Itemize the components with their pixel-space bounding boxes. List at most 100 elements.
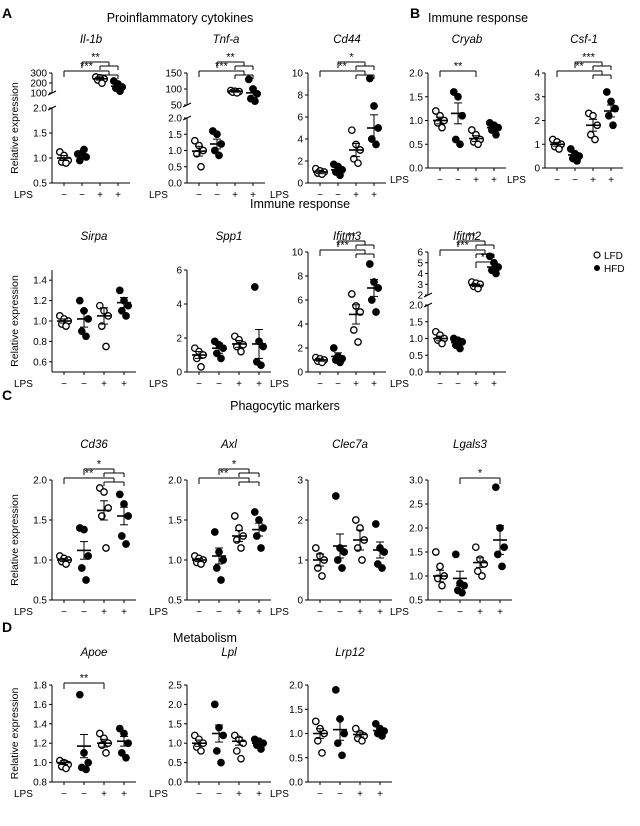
lps-tick-label: − (455, 379, 461, 390)
lps-tick-label: + (357, 607, 363, 618)
lps-tick-label: + (121, 789, 127, 800)
y-tick-label: 2.0 (409, 301, 423, 312)
point-hfd (367, 135, 376, 143)
lps-tick-label: − (317, 379, 323, 390)
gene-title: Ifitm2 (453, 231, 482, 243)
y-tick-label: 2.0 (168, 114, 182, 125)
y-tick-label: 8 (297, 91, 303, 102)
y-tick-label: 2 (297, 344, 303, 355)
lps-label: LPS (270, 190, 289, 201)
y-tick-label: 10 (292, 69, 304, 80)
y-tick-label: 0.0 (409, 164, 423, 175)
lps-tick-label: + (236, 379, 242, 390)
gene-title: Cd36 (80, 439, 108, 451)
point-lfd (237, 347, 245, 356)
point-lfd (102, 544, 110, 552)
y-tick-label: 3 (297, 476, 303, 487)
point-lfd (436, 562, 444, 571)
lps-label: LPS (149, 379, 168, 390)
y-tick-label: 1.5 (409, 92, 423, 103)
lps-tick-label: + (371, 379, 377, 390)
significance-label: *** (80, 61, 94, 73)
y-tick-label: 0 (297, 596, 303, 607)
point-hfd (122, 540, 130, 548)
point-hfd (75, 296, 84, 305)
point-hfd (219, 556, 228, 564)
y-tick-label: 2.0 (289, 681, 303, 692)
y-tick-label: 0.8 (33, 337, 47, 348)
point-lfd (471, 543, 480, 552)
point-hfd (120, 500, 128, 508)
point-lfd (313, 736, 322, 745)
legend-hfd-label: HFD (604, 264, 625, 275)
y-tick-label: 3 (417, 280, 423, 291)
point-hfd (456, 344, 464, 353)
y-tick-label: 0 (176, 368, 182, 379)
point-hfd (82, 765, 90, 774)
point-lfd (102, 749, 110, 757)
point-hfd (492, 130, 500, 139)
y-tick-label: 0.5 (33, 179, 47, 190)
y-tick-label: 1.0 (168, 556, 182, 567)
gene-title: Axl (220, 439, 237, 451)
point-lfd (197, 162, 205, 171)
chart-cd44: 0 2 4 6 8 10 − − + + LPS Cd44 *** (270, 34, 386, 201)
point-lfd (349, 326, 358, 334)
significance-label: *** (582, 52, 596, 64)
lps-label: LPS (270, 789, 289, 800)
lps-tick-label: + (477, 607, 483, 618)
point-hfd (253, 89, 262, 98)
point-hfd (371, 520, 380, 528)
lps-tick-label: − (437, 175, 443, 186)
lps-tick-label: − (337, 607, 343, 618)
gene-title: Spp1 (216, 231, 243, 243)
point-lfd (311, 717, 320, 726)
point-hfd (257, 361, 265, 370)
point-hfd (333, 739, 342, 748)
point-hfd (336, 358, 344, 367)
y-tick-label: 6 (176, 266, 182, 277)
y-tick-label: 8 (297, 272, 303, 283)
lps-label: LPS (270, 379, 289, 390)
chart-sirpa: 0.6 0.8 1.0 1.2 1.4 − − + + LPS Sirpa Relative expr… (9, 231, 136, 390)
point-hfd (331, 492, 340, 500)
lps-tick-label: − (317, 607, 323, 618)
point-hfd (212, 747, 221, 755)
y-tick-label: 1 (297, 556, 303, 567)
point-hfd (82, 576, 90, 584)
lps-tick-label: − (317, 789, 323, 800)
lps-tick-label: + (115, 190, 121, 201)
lps-label: LPS (149, 190, 168, 201)
point-lfd (230, 512, 239, 520)
panel-letter-b: B (410, 5, 420, 21)
gene-title: Sirpa (81, 231, 108, 243)
y-tick-label: 3.0 (409, 476, 423, 487)
lps-tick-label: + (353, 379, 359, 390)
point-lfd (62, 159, 70, 167)
lps-tick-label: − (61, 379, 67, 390)
panel-title-a: Proinflammatory cytokines (107, 11, 254, 25)
lps-label: LPS (270, 607, 289, 618)
point-hfd (331, 685, 340, 694)
point-lfd (197, 363, 205, 371)
point-hfd (217, 758, 225, 767)
point-hfd (500, 543, 509, 552)
significance-label: ** (467, 231, 476, 243)
point-lfd (431, 107, 440, 115)
y-axis-label: Relative expression (9, 494, 21, 586)
gene-title: Lrp12 (335, 647, 365, 659)
y-tick-label: 1.2 (33, 739, 47, 750)
y-tick-label: 6 (297, 113, 303, 124)
lps-tick-label: + (377, 789, 383, 800)
point-lfd (190, 136, 199, 145)
lps-tick-label: − (335, 190, 341, 201)
panel-title-immune-row2: Immune response (250, 197, 350, 211)
point-lfd (62, 764, 70, 773)
significance-label: * (97, 459, 102, 471)
point-hfd (336, 171, 344, 180)
significance-label: ** (454, 61, 463, 73)
point-hfd (80, 525, 88, 534)
y-tick-label: 4 (297, 320, 303, 331)
point-hfd (451, 550, 460, 559)
